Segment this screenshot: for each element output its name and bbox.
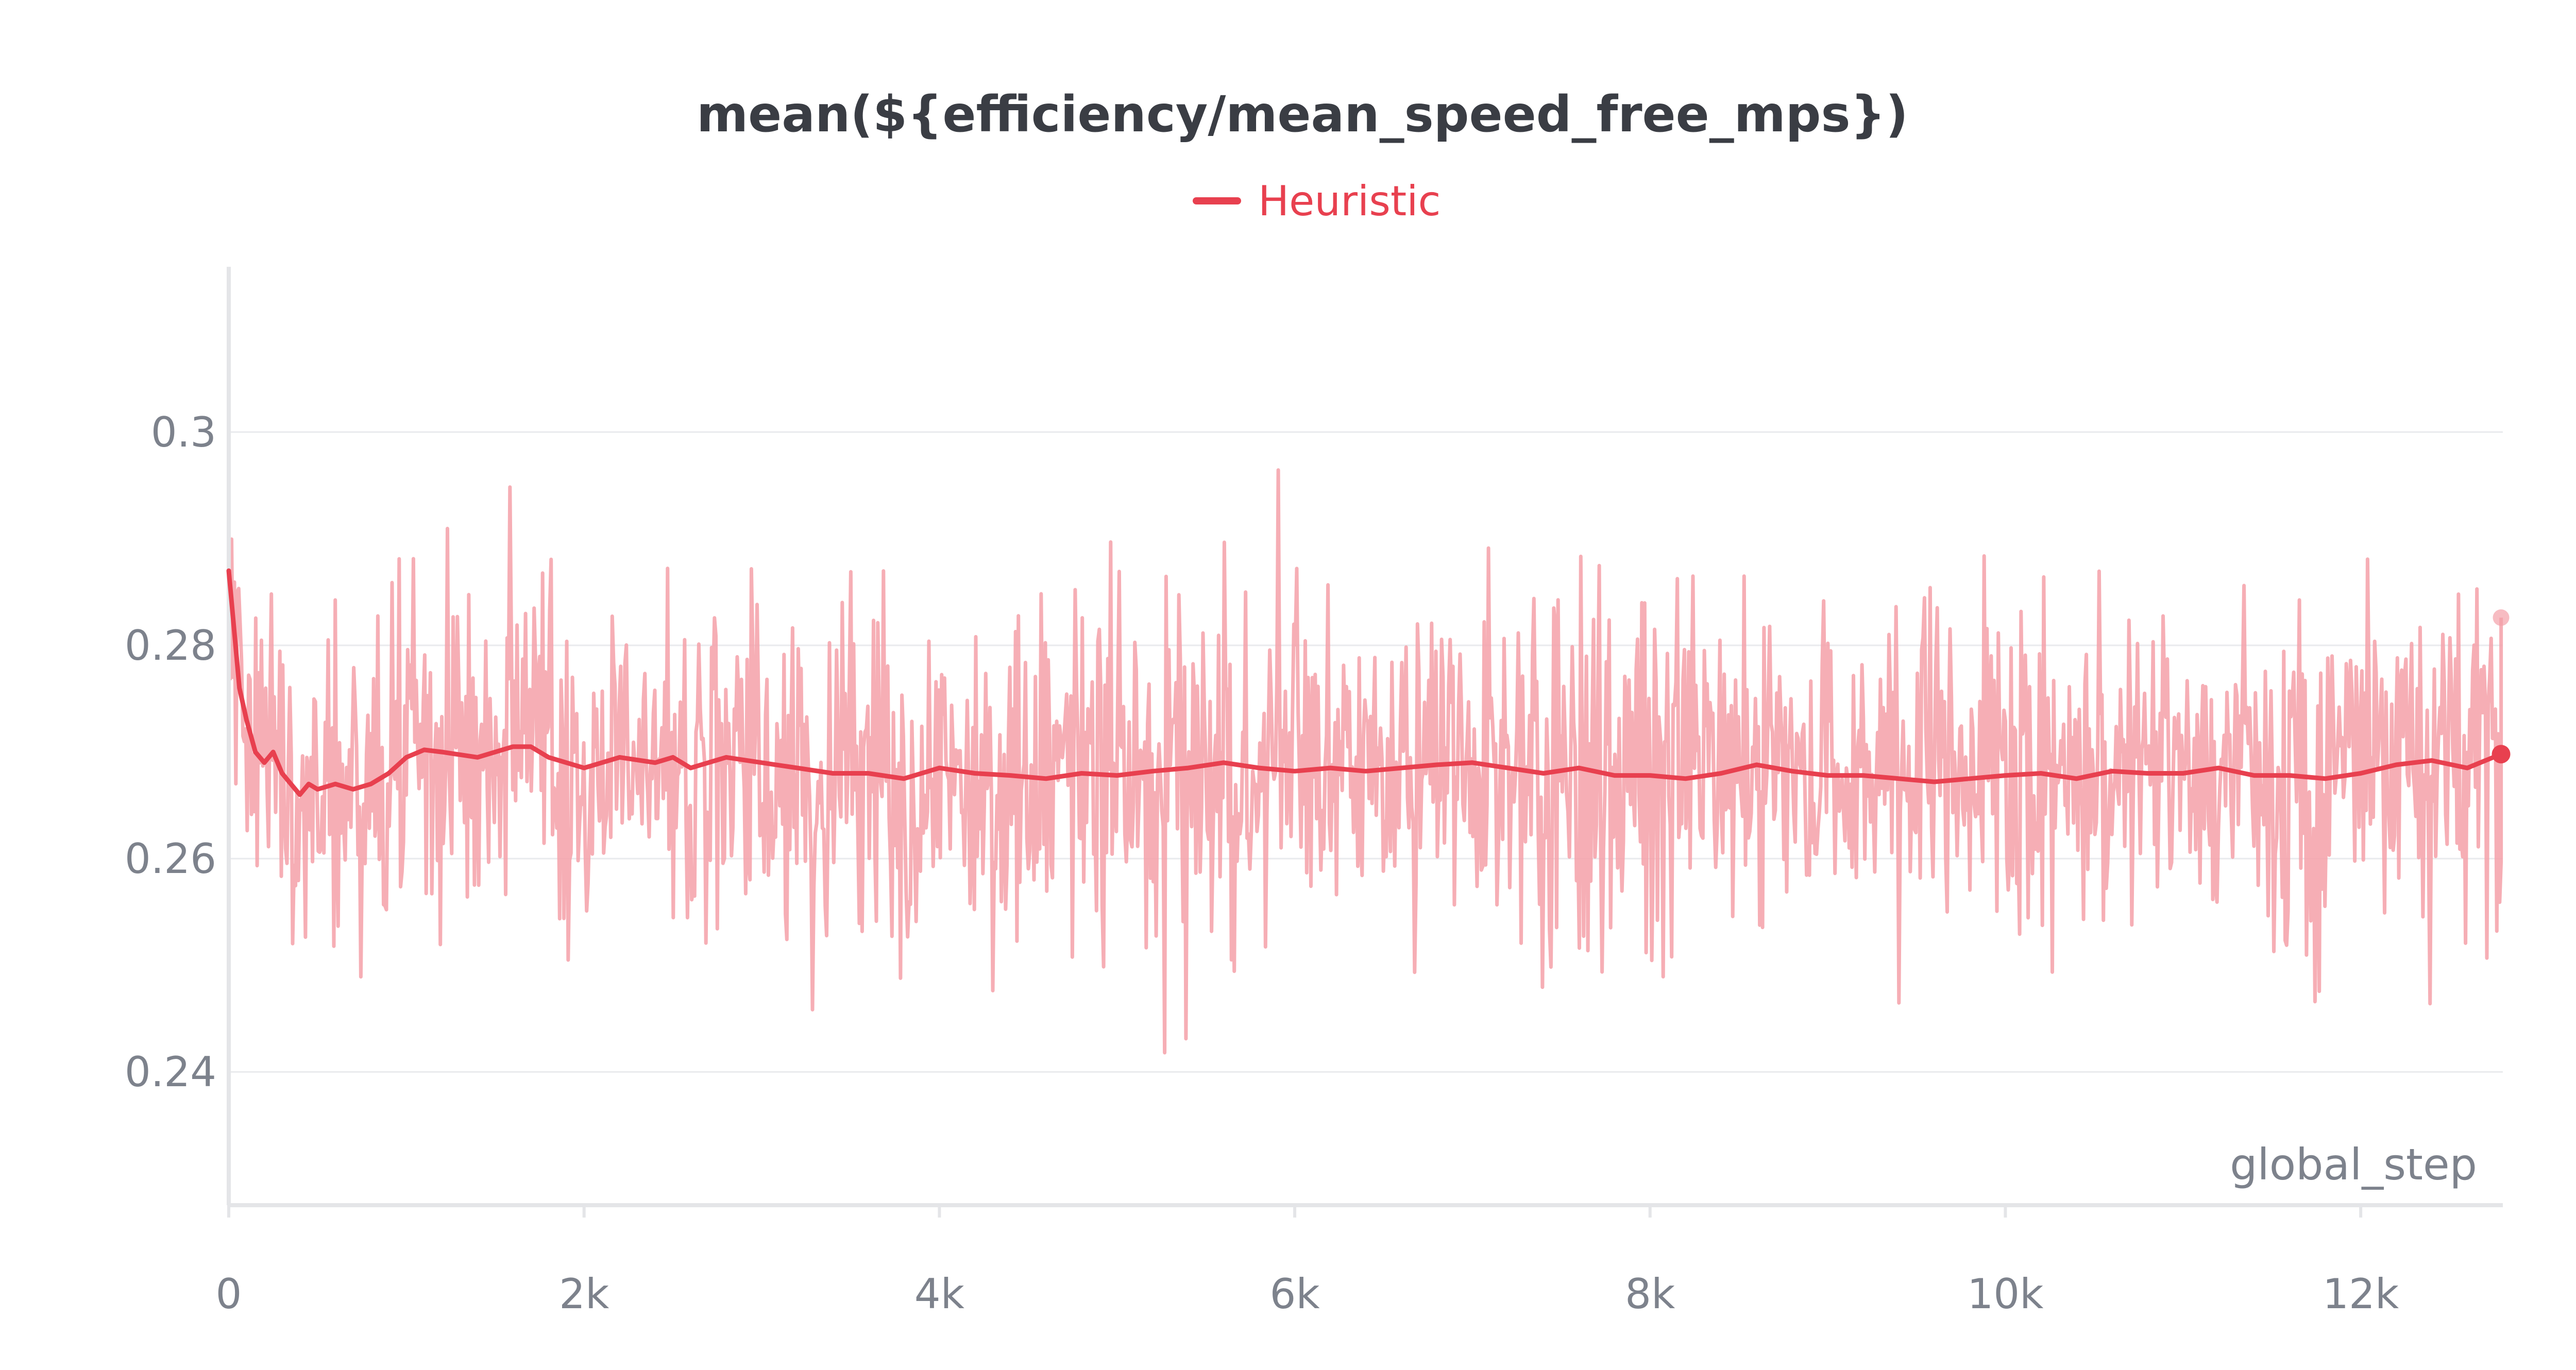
x-tick-label: 8k — [1625, 1270, 1675, 1318]
legend[interactable]: Heuristic — [1193, 177, 1440, 225]
smoothed-line — [226, 568, 2504, 797]
x-tick-label: 12k — [2323, 1270, 2399, 1318]
y-axis-ticks: 0.24 0.26 0.28 0.3 — [125, 408, 216, 1096]
x-axis-ticks: 0 2k 4k 6k 8k 10k 12k — [216, 1205, 2399, 1318]
x-tick-label: 10k — [1967, 1270, 2044, 1318]
x-axis-label: global_step — [2230, 1139, 2477, 1190]
y-tick-label: 0.26 — [125, 835, 216, 883]
x-tick-label: 0 — [216, 1270, 242, 1318]
axes — [227, 267, 2503, 1207]
smoothed-series-heuristic — [226, 568, 2511, 797]
smoothed-end-point — [2492, 745, 2511, 764]
legend-label-heuristic: Heuristic — [1258, 177, 1440, 225]
x-tick-label: 6k — [1269, 1270, 1320, 1318]
x-tick-label: 4k — [914, 1270, 965, 1318]
y-tick-label: 0.28 — [125, 622, 216, 670]
raw-end-point — [2493, 609, 2510, 626]
raw-line — [227, 468, 2503, 1055]
chart-title: mean(${efficiency/mean_speed_free_mps}) — [697, 85, 1908, 143]
y-tick-label: 0.24 — [125, 1048, 216, 1096]
x-tick-label: 2k — [559, 1270, 609, 1318]
grid — [229, 431, 2503, 1073]
raw-series-heuristic — [227, 468, 2510, 1055]
y-tick-label: 0.3 — [151, 408, 216, 456]
